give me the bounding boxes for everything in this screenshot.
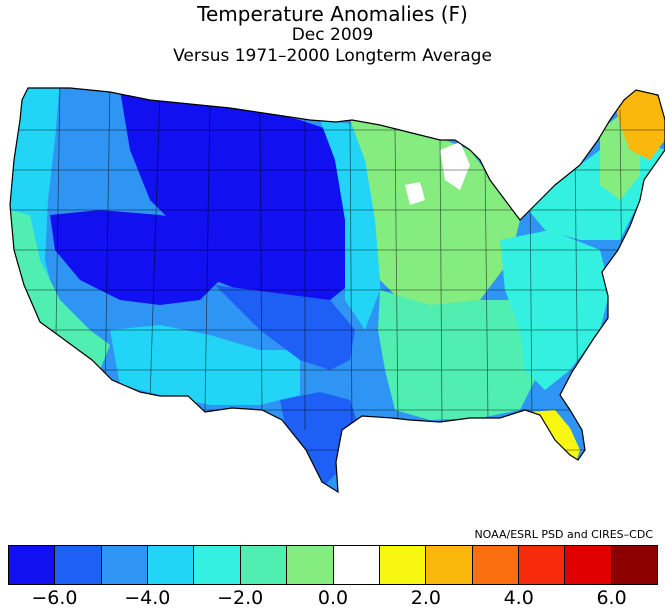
tick-label: −2.0: [217, 587, 264, 609]
region-lower-midwest-teal: [378, 290, 540, 420]
color-swatch-7: [287, 546, 334, 584]
color-swatch-14: [611, 546, 658, 584]
tick-label: 0.0: [317, 587, 349, 609]
region-southeast-cyan: [500, 230, 610, 390]
color-scale-bar: [8, 545, 658, 585]
tick-label: −6.0: [31, 587, 78, 609]
map-subtitle: Versus 1971–2000 Longterm Average: [173, 46, 492, 66]
color-swatch-3: [101, 546, 149, 584]
color-swatch-5: [194, 546, 241, 584]
color-swatch-9: [379, 546, 427, 584]
tick-label: 4.0: [503, 587, 534, 609]
region-texas-mid-blue: [280, 392, 360, 485]
color-swatch-2: [55, 546, 102, 584]
tick-label: 2.0: [410, 587, 441, 609]
us-anomaly-map: [9, 87, 665, 493]
credit-label: NOAA/ESRL PSD and CIRES–CDC: [474, 528, 653, 541]
color-swatch-8: [333, 546, 380, 584]
color-swatch-10: [426, 546, 473, 584]
region-maine-orange: [615, 88, 665, 160]
color-swatch-11: [472, 546, 519, 584]
color-swatch-12: [518, 546, 566, 584]
region-michigan-white: [440, 142, 470, 190]
color-swatch-4: [148, 546, 195, 584]
color-swatch-13: [565, 546, 612, 584]
region-midwest-green: [350, 120, 520, 310]
tick-label: −4.0: [124, 587, 171, 609]
tick-label: 6.0: [596, 587, 627, 609]
region-upper-midwest-cyan: [320, 120, 380, 330]
map-title: Temperature Anomalies (F): [197, 2, 468, 26]
region-plains-mid-blue: [215, 285, 355, 370]
color-swatch-6: [240, 546, 288, 584]
climate-division-lines: [10, 88, 665, 451]
color-swatch-1: [9, 546, 56, 584]
region-northern-plains-deep-blue: [120, 90, 355, 300]
region-wisconsin-white: [405, 182, 425, 205]
region-southwest-cyan: [110, 325, 300, 405]
map-date: Dec 2009: [291, 25, 374, 45]
